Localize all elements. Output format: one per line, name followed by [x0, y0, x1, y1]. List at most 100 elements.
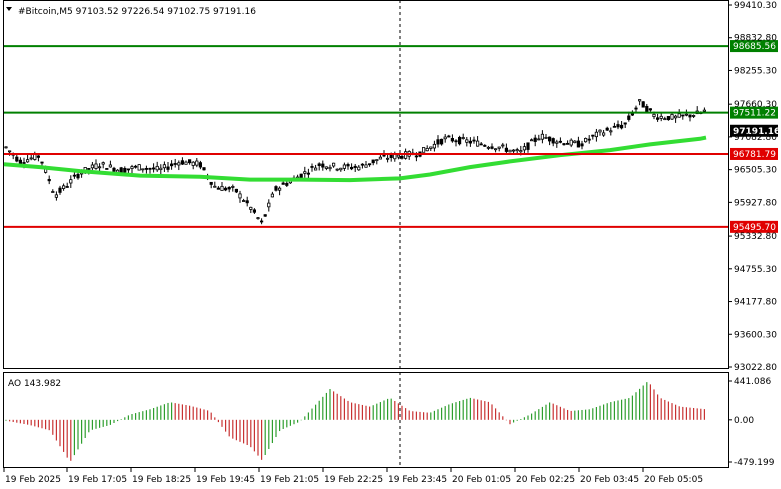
candle-body [40, 161, 44, 164]
candle-body [364, 164, 368, 168]
candle-body [522, 146, 527, 151]
candle-body [627, 115, 631, 120]
candle-body [119, 167, 123, 173]
time-label: 19 Feb 19:45 [196, 475, 255, 485]
candle-body [454, 140, 458, 143]
candle-body [141, 168, 145, 171]
candle-body [555, 141, 559, 144]
candle-body [202, 167, 206, 171]
candle-body [425, 148, 429, 152]
candle-body [101, 162, 105, 165]
candle-body [493, 148, 498, 151]
candle-body [396, 154, 401, 158]
candle-body [544, 136, 548, 139]
candle-body [299, 173, 303, 179]
candle-body [375, 159, 379, 162]
candle-body [29, 157, 33, 160]
candle-body [94, 163, 98, 169]
ao-pane[interactable] [3, 372, 729, 468]
candle-body [159, 167, 163, 171]
candle-body [353, 165, 357, 168]
candle-body [69, 179, 73, 184]
candle-body [558, 140, 563, 143]
candle-body [594, 131, 599, 138]
candle-body [241, 200, 246, 202]
candle-body [530, 139, 534, 142]
time-label: 20 Feb 03:45 [580, 475, 639, 485]
candle-body [15, 156, 19, 162]
candle-body [483, 144, 487, 147]
candle-body [313, 167, 318, 171]
candle-body [306, 172, 311, 175]
candle-body [162, 164, 166, 169]
price-tick-label: 98832.80 [734, 34, 777, 44]
price-tick-label: 93022.80 [734, 363, 777, 373]
candle-body [339, 167, 343, 171]
candle-body [429, 146, 433, 149]
candle-body [310, 166, 314, 168]
moving-average-line [3, 135, 707, 183]
candle-body [562, 143, 566, 146]
candle-body [220, 185, 224, 191]
candle-body [587, 138, 591, 141]
candle-body [198, 162, 202, 168]
candle-body [702, 109, 707, 112]
candle-body [357, 166, 361, 171]
candle-body [22, 162, 26, 164]
time-label: 19 Feb 2025 [5, 475, 61, 485]
candle-body [252, 209, 256, 213]
time-axis: 19 Feb 2025 19 Feb 17:05 19 Feb 18:25 19 Fe… [3, 468, 703, 485]
level-tag [730, 147, 778, 160]
candle-body [576, 140, 581, 148]
candle-body [674, 115, 678, 119]
candle-body [267, 202, 271, 208]
price-tick-label: 97082.80 [734, 133, 777, 143]
candle-body [472, 139, 476, 142]
candle-body [216, 187, 220, 190]
time-label: 19 Feb 17:05 [68, 475, 127, 485]
candle-body [663, 118, 667, 121]
price-tick-label: 94755.30 [734, 265, 777, 275]
candle-body [187, 159, 192, 164]
candle-body [656, 117, 660, 120]
candle-body [584, 137, 588, 143]
candle-body [457, 136, 462, 145]
candle-body [688, 114, 692, 118]
candle-body [475, 140, 480, 147]
price-tick-label: 93600.30 [734, 330, 777, 340]
candle-body [98, 166, 102, 169]
candle-body [512, 149, 516, 152]
candle-body [259, 220, 264, 223]
candle-body [173, 163, 177, 165]
current-price-tag [730, 124, 778, 137]
price-tick-label: 98255.30 [734, 66, 777, 76]
candle-body [486, 146, 491, 149]
candle-body [213, 185, 217, 188]
candle-body [108, 164, 112, 168]
candle-body [548, 136, 552, 142]
candle-body [263, 214, 267, 217]
candle-body [126, 168, 130, 171]
price-pane[interactable] [3, 0, 729, 369]
candle-body [551, 138, 555, 144]
candle-body [432, 143, 437, 149]
candle-body [526, 142, 530, 150]
candle-body [591, 134, 595, 137]
candle-body [490, 146, 494, 149]
dropdown-arrow-icon[interactable] [6, 7, 12, 11]
candle-body [648, 108, 653, 111]
candle-body [450, 138, 455, 142]
candle-body [317, 163, 321, 167]
price-tick-label: 99410.30 [734, 1, 777, 11]
candle-body [566, 142, 570, 145]
candle-body [684, 113, 689, 116]
candle-body [234, 188, 238, 193]
candle-body [105, 168, 109, 170]
level-label: 95495.70 [733, 223, 776, 233]
time-label: 20 Feb 02:25 [516, 475, 575, 485]
level-label: 96781.79 [733, 150, 776, 160]
candle-body [223, 187, 228, 191]
candle-body [274, 186, 278, 191]
candle-body [652, 113, 656, 117]
